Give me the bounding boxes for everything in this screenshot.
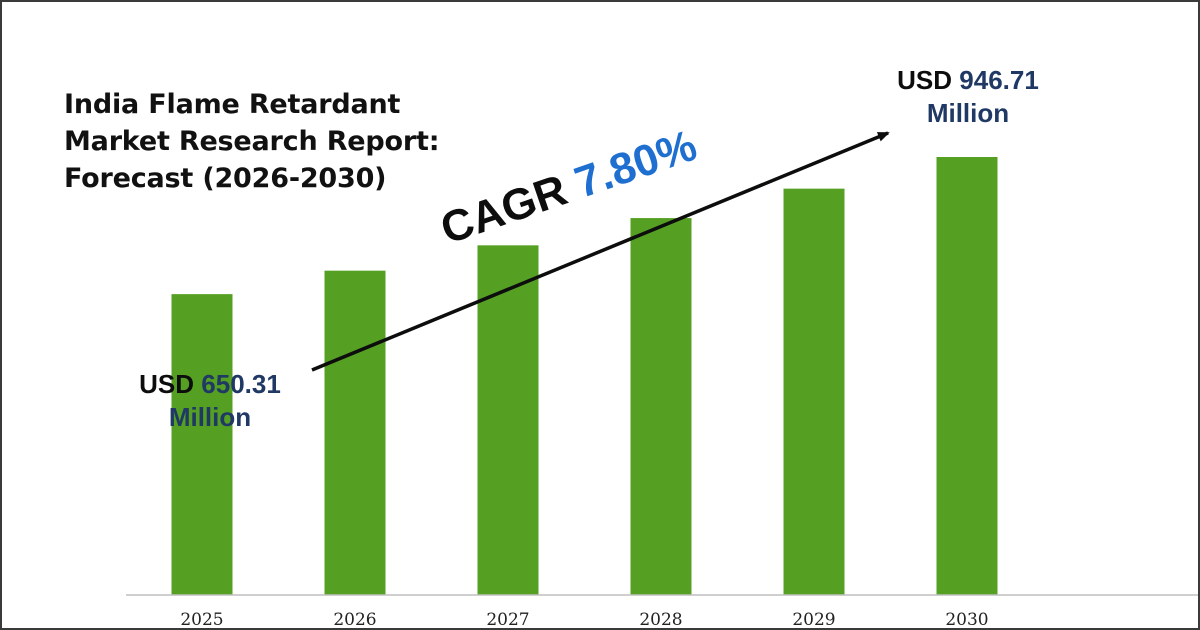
bar-2029 bbox=[783, 188, 845, 596]
start-value-callout: USD 650.31 Million bbox=[130, 368, 290, 434]
bar-2026 bbox=[324, 270, 386, 595]
start-value-currency: USD bbox=[139, 369, 195, 399]
chart-title-line-2: Market Research Report: bbox=[64, 126, 440, 157]
x-tick-label-2030: 2030 bbox=[945, 610, 988, 630]
cagr-arrow bbox=[311, 131, 890, 372]
x-tick-label-2028: 2028 bbox=[639, 610, 682, 630]
x-tick-label-2025: 2025 bbox=[180, 610, 223, 630]
bar-2028 bbox=[630, 218, 692, 595]
bar-2027 bbox=[477, 245, 539, 595]
x-tick-labels: 2025 2026 2027 2028 2029 2030 bbox=[180, 610, 988, 630]
bar-2025 bbox=[171, 294, 233, 595]
end-value-number: 946.71 bbox=[959, 65, 1039, 95]
x-tick-label-2027: 2027 bbox=[486, 610, 529, 630]
start-value-unit: Million bbox=[168, 402, 252, 432]
chart-title-line-1: India Flame Retardant bbox=[64, 89, 401, 120]
start-value-number: 650.31 bbox=[201, 369, 281, 399]
end-value-unit: Million bbox=[926, 98, 1010, 128]
x-tick-label-2029: 2029 bbox=[792, 610, 835, 630]
end-value-currency: USD bbox=[897, 65, 953, 95]
end-value-callout: USD 946.71 Million bbox=[888, 64, 1048, 130]
bar-2030 bbox=[936, 157, 998, 595]
chart-title: India Flame Retardant Market Research Re… bbox=[64, 86, 484, 197]
bars-group bbox=[171, 157, 998, 596]
x-tick-label-2026: 2026 bbox=[333, 610, 376, 630]
chart-title-line-3: Forecast (2026-2030) bbox=[64, 163, 387, 194]
